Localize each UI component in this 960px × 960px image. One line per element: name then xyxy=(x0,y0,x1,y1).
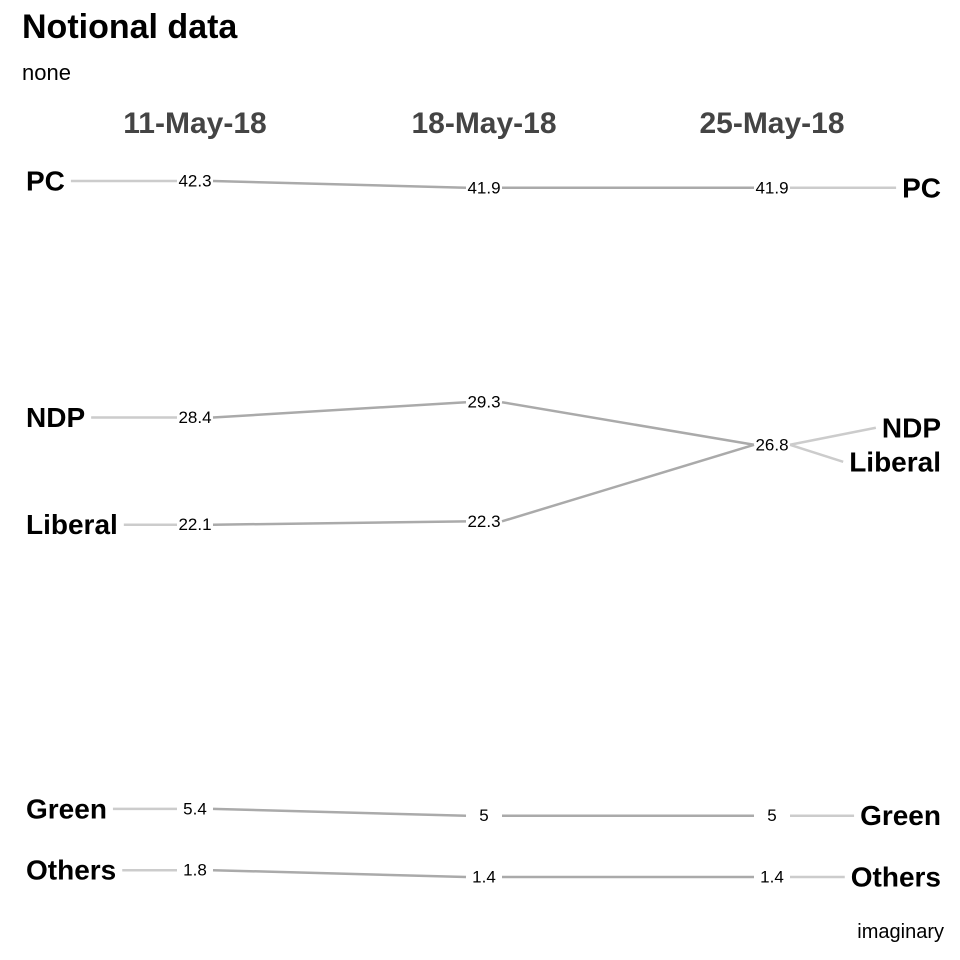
value-label-green-18-may-18: 5 xyxy=(479,806,488,825)
value-label-ndp-18-may-18: 29.3 xyxy=(467,393,500,412)
value-labels: 42.3 41.9 41.9 28.4 29.3 26.8 22.1 22.3 5.4 5 5 1.8… xyxy=(178,172,788,887)
value-label-pc-11-may-18: 42.3 xyxy=(178,172,211,191)
chart-title: Notional data xyxy=(22,8,238,46)
slope-line-pc-1 xyxy=(212,179,467,190)
date-header-25-may-18: 25-May-18 xyxy=(699,107,844,140)
value-label-pc-18-may-18: 41.9 xyxy=(467,178,500,197)
series-label-right-green: Green xyxy=(860,800,941,831)
value-label-ndp-25-may-18: 26.8 xyxy=(755,435,788,454)
date-header-11-may-18: 11-May-18 xyxy=(123,107,266,140)
slope-line-liberal-1 xyxy=(212,520,467,526)
series-label-left-pc: PC xyxy=(26,166,65,197)
value-label-others-18-may-18: 1.4 xyxy=(472,868,496,887)
leader-line-right-liberal xyxy=(789,443,844,463)
value-label-pc-25-may-18: 41.9 xyxy=(755,178,788,197)
series-label-left-others: Others xyxy=(26,855,116,886)
value-label-others-25-may-18: 1.4 xyxy=(760,868,784,887)
chart-caption: imaginary xyxy=(857,921,944,943)
series-label-right-liberal: Liberal xyxy=(849,446,941,477)
slope-lines xyxy=(212,179,755,879)
series-label-right-others: Others xyxy=(851,862,941,893)
slope-line-ndp-1 xyxy=(212,400,467,419)
series-label-left-liberal: Liberal xyxy=(26,509,118,540)
value-label-others-11-may-18: 1.8 xyxy=(183,861,207,880)
date-headers: 11-May-18 18-May-18 25-May-18 xyxy=(123,107,844,140)
date-header-18-may-18: 18-May-18 xyxy=(411,107,556,140)
slope-line-ndp-2 xyxy=(501,400,755,446)
slope-line-green-1 xyxy=(212,807,467,817)
series-label-left-green: Green xyxy=(26,793,107,824)
leader-line-right-ndp xyxy=(789,426,877,446)
series-label-left-ndp: NDP xyxy=(26,402,85,433)
label-leader-lines xyxy=(70,179,897,879)
value-label-liberal-11-may-18: 22.1 xyxy=(178,515,211,534)
slope-line-liberal-2 xyxy=(501,443,755,523)
value-label-ndp-11-may-18: 28.4 xyxy=(178,408,211,427)
series-label-right-ndp: NDP xyxy=(882,412,941,443)
value-label-green-11-may-18: 5.4 xyxy=(183,799,207,818)
series-label-right-pc: PC xyxy=(902,172,941,203)
chart-subtitle: none xyxy=(22,60,71,85)
value-label-liberal-18-may-18: 22.3 xyxy=(467,512,500,531)
value-label-green-25-may-18: 5 xyxy=(767,806,776,825)
slope-line-others-1 xyxy=(212,868,467,879)
